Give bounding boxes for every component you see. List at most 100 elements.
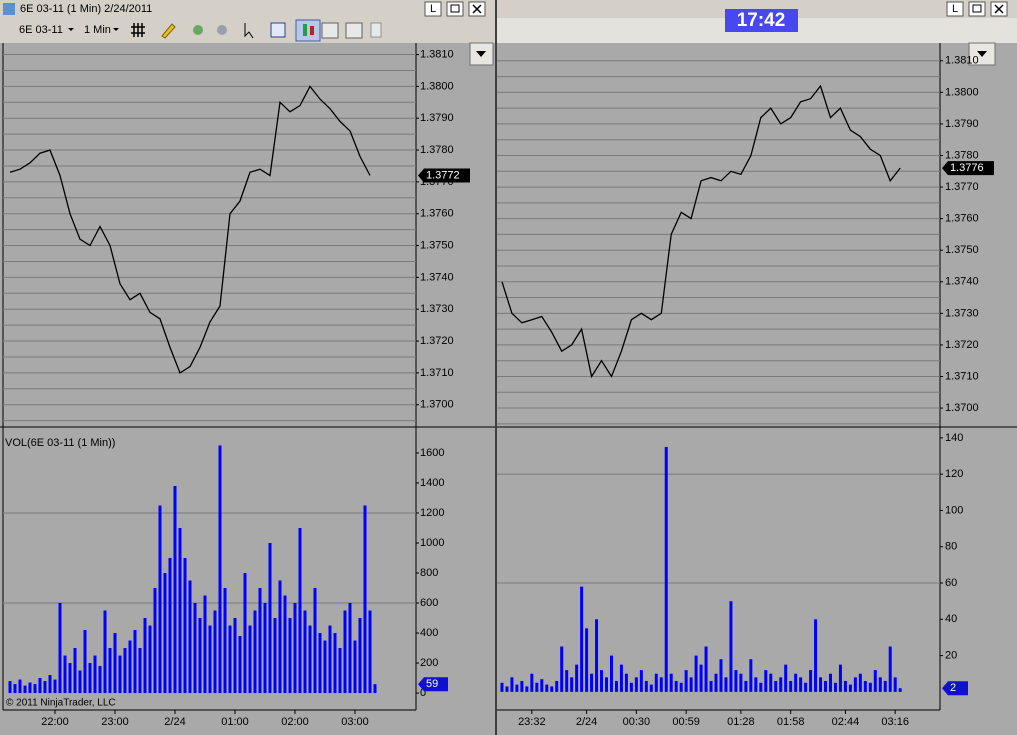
- y-tick-label: 1.3800: [420, 80, 454, 92]
- scroll-arrow: [977, 51, 987, 57]
- maximize-button[interactable]: [968, 1, 986, 17]
- last-price-tag: [942, 161, 994, 176]
- instrument-selector[interactable]: [14, 21, 70, 39]
- volume-bar: [595, 619, 599, 692]
- scroll-button[interactable]: [469, 42, 996, 66]
- volume-bar: [883, 680, 887, 692]
- volume-bar: [614, 680, 618, 692]
- last-volume-label: 2: [950, 682, 956, 694]
- x-tick-label: 00:30: [623, 716, 651, 728]
- volume-bar: [103, 610, 107, 694]
- toolbar: [0, 18, 495, 43]
- chart-background: [497, 43, 1017, 735]
- volume-bar: [98, 666, 102, 694]
- volume-bar: [749, 659, 753, 692]
- volume-bar: [898, 688, 902, 692]
- last-volume-tag: [942, 681, 968, 696]
- y-tick-label: 20: [945, 649, 957, 661]
- volume-bar: [540, 679, 544, 692]
- volume-bar: [293, 603, 297, 694]
- volume-bar: [759, 682, 763, 692]
- volume-bar: [868, 682, 872, 692]
- window-buttons[interactable]: L: [946, 1, 1008, 17]
- tool-icon: [310, 26, 314, 35]
- maximize-button[interactable]: [446, 1, 464, 17]
- window-buttons[interactable]: L: [424, 1, 486, 17]
- active-tool[interactable]: [295, 19, 321, 42]
- bar-type-icon[interactable]: [131, 23, 145, 37]
- volume-bar: [545, 684, 549, 692]
- y-tick-label: 1.3760: [420, 208, 454, 220]
- volume-bar: [510, 677, 514, 692]
- tool-icon[interactable]: [321, 22, 339, 39]
- volume-bar: [674, 680, 678, 692]
- volume-bar: [343, 610, 347, 694]
- volume-bar: [168, 557, 172, 694]
- y-tick-label: 1.3730: [945, 307, 979, 319]
- tool-icon[interactable]: [370, 22, 382, 38]
- price-line: [501, 84, 901, 379]
- volume-bar: [368, 610, 372, 694]
- volume-bar: [843, 680, 847, 692]
- volume-bar: [313, 588, 317, 694]
- link-button[interactable]: [946, 1, 964, 17]
- tool-icon[interactable]: [217, 25, 227, 35]
- tool-icon[interactable]: [345, 22, 363, 39]
- y-tick-label: 1.3780: [420, 144, 454, 156]
- panel-title: VOL(6E 03-11 (1 Min)): [5, 437, 115, 449]
- volume-bar: [694, 655, 698, 692]
- draw-icon[interactable]: [161, 23, 176, 39]
- volume-bar: [248, 625, 252, 694]
- volume-bar: [734, 670, 738, 692]
- volume-bar: [794, 673, 798, 692]
- toolbar-icons[interactable]: [131, 19, 382, 42]
- volume-bar: [565, 670, 569, 692]
- y-tick-label: 60: [945, 577, 957, 589]
- volume-bar: [23, 685, 27, 694]
- volume-bar: [714, 673, 718, 692]
- volume-bar: [58, 603, 62, 694]
- zoom-icon[interactable]: [270, 22, 286, 38]
- y-tick-label: 120: [945, 468, 963, 480]
- window-divider: [495, 0, 497, 735]
- volume-bar: [550, 686, 554, 692]
- volume-bar: [729, 601, 733, 692]
- interval-selector[interactable]: [80, 21, 124, 39]
- volume-bar: [218, 445, 222, 694]
- volume-bar: [724, 677, 728, 692]
- y-tick-label: 1.3700: [420, 399, 454, 411]
- volume-bar: [253, 610, 257, 694]
- volume-bar: [213, 610, 217, 694]
- y-tick-label: 1.3750: [420, 239, 454, 251]
- cursor-icon[interactable]: [244, 23, 254, 39]
- volume-bar: [809, 670, 813, 692]
- volume-bar: [679, 682, 683, 692]
- y-tick-label: 800: [420, 567, 438, 579]
- tool-icon[interactable]: [193, 25, 203, 35]
- close-icon: [994, 4, 1004, 14]
- volume-bar: [833, 682, 837, 692]
- last-price-tag: [418, 168, 470, 183]
- close-icon: [472, 4, 482, 14]
- volume-bar: [600, 670, 604, 692]
- volume-bar: [153, 588, 157, 694]
- clock: 17:42: [737, 10, 786, 31]
- y-tick-label: 1.3740: [945, 276, 979, 288]
- volume-bar: [183, 557, 187, 694]
- x-tick-label: 23:00: [101, 716, 129, 728]
- y-tick-label: 1.3800: [945, 86, 979, 98]
- volume-bar: [143, 618, 147, 694]
- link-button[interactable]: [424, 1, 442, 17]
- volume-bar: [888, 646, 892, 692]
- volume-bar: [535, 682, 539, 692]
- volume-bar: [784, 664, 788, 692]
- app-icon: [3, 3, 15, 15]
- volume-bar: [43, 681, 47, 694]
- volume-bar: [873, 670, 877, 692]
- volume-bar: [273, 618, 277, 694]
- copyright: © 2011 NinjaTrader, LLC: [6, 698, 116, 709]
- volume-bar: [709, 680, 713, 692]
- y-tick-label: 1200: [420, 507, 444, 519]
- y-tick-label: 1.3750: [945, 244, 979, 256]
- volume-bar: [525, 686, 529, 692]
